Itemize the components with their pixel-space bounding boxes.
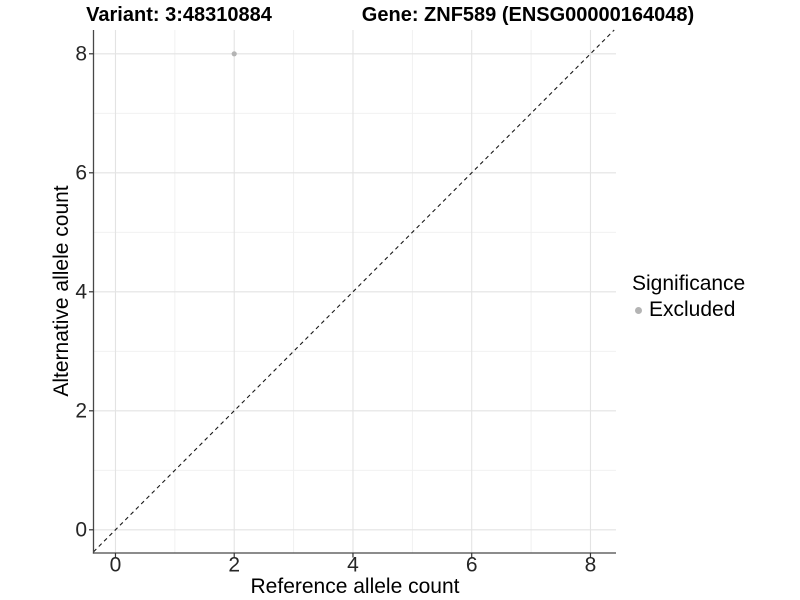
x-tick-label: 2 [228,553,241,577]
y-tick-label: 0 [75,518,87,542]
y-tick-label: 4 [75,280,87,304]
x-axis-title: Reference allele count [250,575,460,598]
x-tick-label: 0 [109,553,122,577]
x-tick-label: 6 [465,553,478,577]
y-tick-label: 6 [75,161,87,185]
legend-entry-excluded: Excluded [630,298,745,322]
data-point [231,51,237,57]
excluded-point-icon [635,306,642,314]
legend: Significance Excluded [630,272,745,322]
identity-dashed-line [93,29,615,553]
y-axis-title: Alternative allele count [50,185,73,397]
legend-entry-label: Excluded [649,298,736,321]
y-tick-label: 8 [75,42,87,66]
legend-title: Significance [632,272,746,295]
x-tick-label: 4 [347,553,359,577]
gene-title: Gene: ZNF589 (ENSG00000164048) [361,4,695,26]
y-tick-label: 2 [75,399,87,423]
variant-title: Variant: 3:48310884 [86,4,272,26]
x-tick-label: 8 [584,553,597,577]
